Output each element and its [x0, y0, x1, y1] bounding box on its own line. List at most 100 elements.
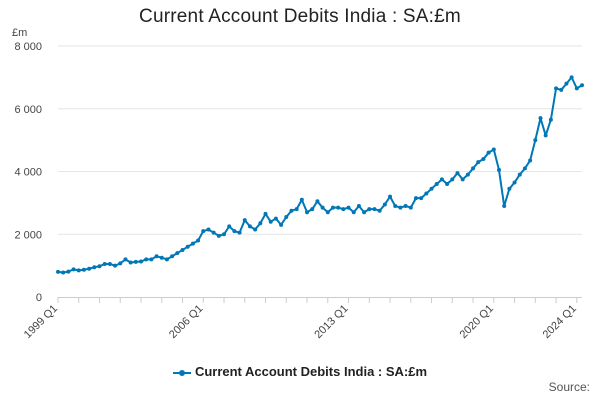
data-point[interactable] — [408, 205, 413, 210]
data-point[interactable] — [102, 262, 107, 267]
data-point[interactable] — [455, 171, 460, 176]
data-point[interactable] — [201, 229, 206, 234]
data-point[interactable] — [424, 191, 429, 196]
data-point[interactable] — [382, 202, 387, 207]
data-point[interactable] — [403, 204, 408, 209]
data-point[interactable] — [341, 207, 346, 212]
data-point[interactable] — [185, 244, 190, 249]
data-point[interactable] — [159, 255, 164, 260]
data-point[interactable] — [336, 205, 341, 210]
data-point[interactable] — [305, 210, 310, 215]
data-point[interactable] — [289, 208, 294, 213]
data-point[interactable] — [211, 230, 216, 235]
data-point[interactable] — [128, 260, 133, 265]
data-point[interactable] — [263, 211, 268, 216]
data-point[interactable] — [543, 133, 548, 138]
data-point[interactable] — [113, 263, 118, 268]
data-point[interactable] — [227, 224, 232, 229]
data-point[interactable] — [273, 216, 278, 221]
data-point[interactable] — [268, 219, 273, 224]
data-point[interactable] — [429, 186, 434, 191]
data-point[interactable] — [538, 116, 543, 121]
data-point[interactable] — [118, 261, 123, 266]
data-point[interactable] — [107, 262, 112, 267]
data-point[interactable] — [216, 233, 221, 238]
data-point[interactable] — [517, 172, 522, 177]
data-point[interactable] — [548, 117, 553, 122]
data-point[interactable] — [398, 205, 403, 210]
data-point[interactable] — [149, 257, 154, 262]
data-point[interactable] — [533, 138, 538, 143]
data-point[interactable] — [56, 269, 60, 274]
data-point[interactable] — [294, 207, 299, 212]
data-point[interactable] — [528, 158, 533, 163]
data-point[interactable] — [512, 180, 517, 185]
data-point[interactable] — [190, 241, 195, 246]
data-point[interactable] — [564, 81, 569, 86]
data-point[interactable] — [356, 204, 361, 209]
data-point[interactable] — [310, 207, 315, 212]
data-point[interactable] — [445, 182, 450, 187]
data-point[interactable] — [144, 257, 149, 262]
data-point[interactable] — [139, 259, 144, 264]
data-point[interactable] — [154, 254, 159, 259]
data-point[interactable] — [330, 205, 335, 210]
data-point[interactable] — [258, 221, 263, 226]
data-point[interactable] — [460, 177, 465, 182]
data-point[interactable] — [434, 182, 439, 187]
data-point[interactable] — [206, 227, 211, 232]
data-point[interactable] — [393, 204, 398, 209]
data-point[interactable] — [253, 227, 258, 232]
data-point[interactable] — [580, 83, 584, 88]
data-point[interactable] — [372, 207, 377, 212]
data-point[interactable] — [87, 266, 92, 271]
data-point[interactable] — [71, 267, 76, 272]
data-point[interactable] — [170, 254, 175, 259]
data-point[interactable] — [388, 194, 393, 199]
data-point[interactable] — [237, 230, 242, 235]
data-point[interactable] — [502, 204, 507, 209]
data-point[interactable] — [367, 207, 372, 212]
data-point[interactable] — [486, 150, 491, 155]
data-point[interactable] — [351, 210, 356, 215]
data-point[interactable] — [496, 167, 501, 172]
data-point[interactable] — [476, 160, 481, 165]
data-point[interactable] — [123, 257, 128, 262]
data-point[interactable] — [222, 232, 227, 237]
data-point[interactable] — [481, 156, 486, 161]
data-point[interactable] — [315, 199, 320, 204]
data-point[interactable] — [574, 86, 579, 91]
data-point[interactable] — [61, 270, 66, 275]
data-point[interactable] — [81, 267, 86, 272]
legend[interactable]: Current Account Debits India : SA:£m — [0, 364, 600, 379]
data-point[interactable] — [491, 147, 496, 152]
data-point[interactable] — [559, 87, 564, 92]
data-point[interactable] — [377, 208, 382, 213]
data-point[interactable] — [196, 238, 201, 243]
data-point[interactable] — [554, 86, 559, 91]
data-point[interactable] — [242, 218, 247, 223]
data-point[interactable] — [465, 172, 470, 177]
data-point[interactable] — [175, 251, 180, 256]
source-label[interactable]: Source: — [548, 380, 590, 394]
data-point[interactable] — [284, 214, 289, 219]
data-point[interactable] — [362, 210, 367, 215]
data-point[interactable] — [97, 264, 102, 269]
data-point[interactable] — [76, 268, 81, 273]
data-point[interactable] — [164, 257, 169, 262]
data-point[interactable] — [419, 196, 424, 201]
data-point[interactable] — [232, 229, 237, 234]
data-point[interactable] — [320, 205, 325, 210]
data-point[interactable] — [522, 166, 527, 171]
data-point[interactable] — [450, 177, 455, 182]
data-point[interactable] — [471, 166, 476, 171]
data-point[interactable] — [413, 196, 418, 201]
data-point[interactable] — [346, 205, 351, 210]
data-point[interactable] — [439, 177, 444, 182]
data-point[interactable] — [299, 197, 304, 202]
data-point[interactable] — [507, 186, 512, 191]
data-point[interactable] — [133, 259, 138, 264]
data-point[interactable] — [92, 265, 97, 270]
data-point[interactable] — [66, 269, 71, 274]
data-point[interactable] — [180, 247, 185, 252]
